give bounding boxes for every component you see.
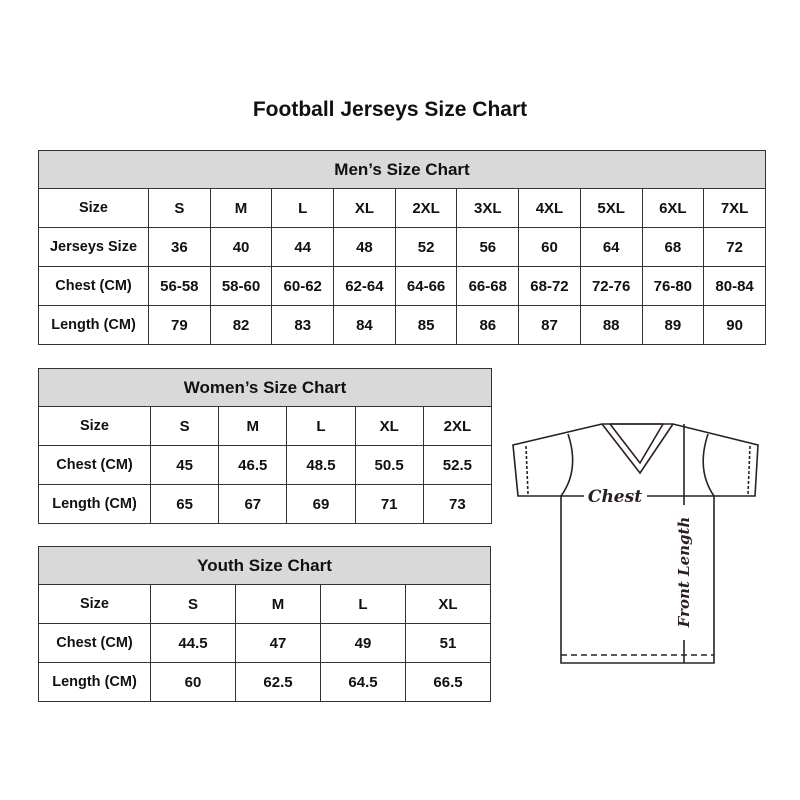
table-row: Jerseys Size 36 40 44 48 52 56 60 64 68 72 [38, 227, 766, 267]
table-cell: 48.5 [286, 445, 356, 485]
table-cell: 44 [271, 227, 335, 267]
table-cell: 80-84 [703, 266, 766, 306]
table-cell: 73 [422, 484, 493, 524]
table-cell: 72-76 [579, 266, 643, 306]
table-cell: 52 [394, 227, 458, 267]
womens-size-table: Women’s Size Chart Size S M L XL 2XL Chest (CM)… [38, 368, 493, 524]
table-row: Length (CM) 79 82 83 84 85 86 87 88 89 90 [38, 305, 766, 345]
table-row: Length (CM) 65 67 69 71 73 [38, 484, 493, 524]
table-cell: 87 [518, 305, 581, 345]
table-cell: 76-80 [641, 266, 705, 306]
table-title: Men’s Size Chart [38, 150, 766, 189]
table-cell: 5XL [579, 188, 643, 228]
row-label: Length (CM) [38, 305, 149, 345]
table-cell: M [218, 406, 288, 446]
table-title: Youth Size Chart [38, 546, 491, 585]
row-label: Size [38, 584, 151, 624]
row-label: Length (CM) [38, 484, 151, 524]
row-label: Chest (CM) [38, 266, 149, 306]
page-title: Football Jerseys Size Chart [252, 98, 528, 121]
chest-label: Chest [588, 487, 642, 507]
jersey-outline [512, 423, 759, 664]
table-cell: 56 [456, 227, 520, 267]
table-cell: 47 [235, 623, 321, 663]
table-cell: L [286, 406, 356, 446]
table-cell: 62-64 [333, 266, 396, 306]
table-cell: 64 [579, 227, 643, 267]
table-cell: 44.5 [150, 623, 236, 663]
table-cell: 51 [405, 623, 491, 663]
table-cell: 46.5 [218, 445, 288, 485]
table-cell: 86 [456, 305, 520, 345]
table-cell: 36 [148, 227, 211, 267]
table-cell: 79 [148, 305, 211, 345]
table-row: Chest (CM) 45 46.5 48.5 50.5 52.5 [38, 445, 493, 485]
table-cell: 7XL [703, 188, 766, 228]
row-label: Size [38, 406, 151, 446]
table-cell: XL [333, 188, 396, 228]
table-cell: S [148, 188, 211, 228]
table-cell: XL [405, 584, 491, 624]
table-cell: 84 [333, 305, 396, 345]
table-row: Length (CM) 60 62.5 64.5 66.5 [38, 662, 491, 702]
table-cell: 72 [703, 227, 766, 267]
table-cell: M [209, 188, 273, 228]
table-title: Women’s Size Chart [38, 368, 492, 407]
table-cell: 71 [354, 484, 424, 524]
table-cell: 64.5 [320, 662, 406, 702]
table-cell: 68 [641, 227, 705, 267]
table-cell: 64-66 [394, 266, 458, 306]
table-cell: 6XL [641, 188, 705, 228]
table-cell: 60 [518, 227, 581, 267]
table-cell: 48 [333, 227, 396, 267]
mens-size-table: Men’s Size Chart Size S M L XL 2XL 3XL 4XL 5XL 6XL… [38, 150, 766, 345]
table-cell: 45 [149, 445, 220, 485]
table-cell: L [271, 188, 335, 228]
table-row: Size S M L XL [38, 584, 491, 624]
table-cell: 62.5 [235, 662, 321, 702]
table-cell: 2XL [394, 188, 458, 228]
table-cell: XL [354, 406, 424, 446]
table-row: Size S M L XL 2XL [38, 406, 493, 446]
table-cell: 4XL [518, 188, 581, 228]
table-cell: 65 [149, 484, 220, 524]
table-cell: 40 [209, 227, 273, 267]
table-cell: 58-60 [209, 266, 273, 306]
table-cell: S [149, 406, 220, 446]
table-cell: 66-68 [456, 266, 520, 306]
table-cell: 90 [703, 305, 766, 345]
table-cell: 66.5 [405, 662, 491, 702]
table-cell: 67 [218, 484, 288, 524]
table-cell: 68-72 [518, 266, 581, 306]
row-label: Chest (CM) [38, 445, 151, 485]
table-cell: M [235, 584, 321, 624]
table-cell: 60-62 [271, 266, 335, 306]
table-cell: 50.5 [354, 445, 424, 485]
table-cell: L [320, 584, 406, 624]
table-cell: 82 [209, 305, 273, 345]
table-cell: 60 [150, 662, 236, 702]
row-label: Chest (CM) [38, 623, 151, 663]
table-cell: 49 [320, 623, 406, 663]
table-cell: 52.5 [422, 445, 493, 485]
table-cell: S [150, 584, 236, 624]
table-cell: 88 [579, 305, 643, 345]
row-label: Size [38, 188, 149, 228]
jersey-diagram: Chest Front Length [512, 423, 759, 664]
youth-size-table: Youth Size Chart Size S M L XL Chest (CM) 44.5 4… [38, 546, 491, 702]
table-cell: 85 [394, 305, 458, 345]
table-row: Chest (CM) 44.5 47 49 51 [38, 623, 491, 663]
table-cell: 83 [271, 305, 335, 345]
table-cell: 89 [641, 305, 705, 345]
row-label: Length (CM) [38, 662, 151, 702]
row-label: Jerseys Size [38, 227, 149, 267]
table-cell: 3XL [456, 188, 520, 228]
table-row: Size S M L XL 2XL 3XL 4XL 5XL 6XL 7XL [38, 188, 766, 228]
front-length-label: Front Length [675, 517, 693, 629]
table-cell: 69 [286, 484, 356, 524]
table-cell: 2XL [422, 406, 493, 446]
table-row: Chest (CM) 56-58 58-60 60-62 62-64 64-66 66-68… [38, 266, 766, 306]
table-cell: 56-58 [148, 266, 211, 306]
